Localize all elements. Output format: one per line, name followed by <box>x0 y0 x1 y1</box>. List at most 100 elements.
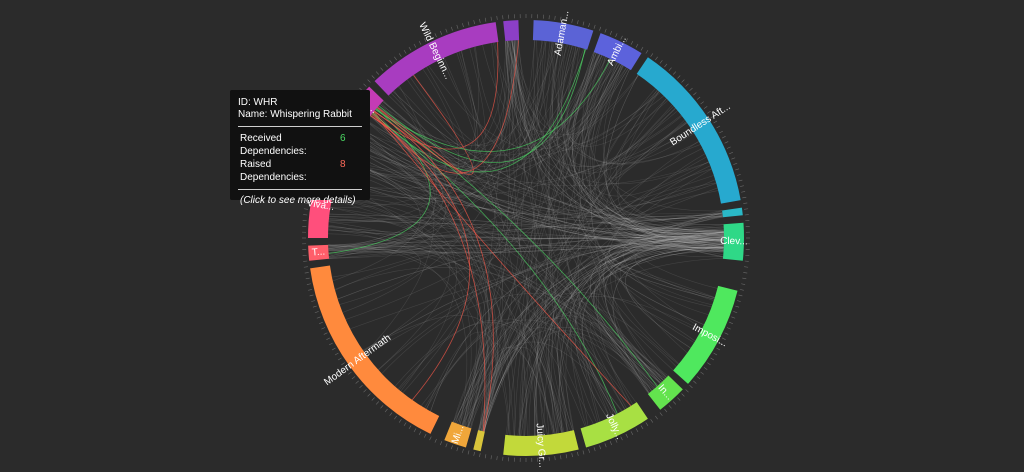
dependency-chord[interactable] <box>331 198 723 237</box>
dependency-chord[interactable] <box>328 248 667 378</box>
dependency-chord[interactable] <box>482 346 556 434</box>
dependency-chord[interactable] <box>548 232 724 433</box>
dependency-chord[interactable] <box>557 240 724 431</box>
dependency-chord[interactable] <box>520 330 657 436</box>
dependency-chord[interactable] <box>328 233 622 412</box>
group-arc[interactable] <box>503 20 520 42</box>
dependency-chord[interactable] <box>571 51 724 249</box>
dependency-chord[interactable] <box>602 241 724 365</box>
dependency-chord[interactable] <box>328 85 437 251</box>
dependency-chord[interactable] <box>526 236 725 437</box>
dependency-chord[interactable] <box>377 106 724 229</box>
dependency-chord[interactable] <box>336 180 510 436</box>
dependency-chord[interactable] <box>343 159 725 237</box>
dependency-chord[interactable] <box>617 91 723 226</box>
dependency-chord[interactable] <box>382 101 610 418</box>
dependency-chord[interactable] <box>328 229 724 239</box>
dependency-chord[interactable] <box>598 165 711 377</box>
dependency-chord[interactable] <box>461 210 723 426</box>
dependency-chord[interactable] <box>349 215 723 330</box>
dependency-chord[interactable] <box>469 230 724 429</box>
dependency-chord[interactable] <box>359 91 660 162</box>
dependency-chord[interactable] <box>507 40 639 135</box>
group-arc[interactable] <box>647 375 683 410</box>
dependency-chord[interactable] <box>328 232 724 246</box>
group-arc[interactable] <box>473 430 485 452</box>
dependency-chord[interactable] <box>574 58 676 173</box>
dependency-chord[interactable] <box>425 318 559 434</box>
dependency-chord[interactable] <box>366 48 585 174</box>
dependency-chord[interactable] <box>328 224 655 390</box>
dependency-chord[interactable] <box>335 74 639 189</box>
dependency-chord[interactable] <box>453 148 703 423</box>
dependency-chord[interactable] <box>615 90 724 225</box>
dependency-chord[interactable] <box>343 65 623 176</box>
dependency-chord[interactable] <box>397 320 563 433</box>
dependency-chord[interactable] <box>468 347 556 434</box>
dependency-chord[interactable] <box>328 236 725 254</box>
dependency-chord[interactable] <box>584 67 725 237</box>
dependency-chord[interactable] <box>453 41 551 423</box>
dependency-chord[interactable] <box>566 52 723 218</box>
dependency-chord[interactable] <box>328 115 436 249</box>
dependency-chord[interactable] <box>468 243 724 428</box>
dependency-chord[interactable] <box>334 237 724 291</box>
dependency-chord[interactable] <box>355 137 490 427</box>
dependency-chord[interactable] <box>517 40 724 231</box>
dependency-chord[interactable] <box>463 67 627 426</box>
dependency-chord[interactable] <box>548 42 569 432</box>
dependency-chord[interactable] <box>518 40 619 133</box>
dependency-chord[interactable] <box>588 64 718 289</box>
dependency-chord[interactable] <box>424 319 632 409</box>
dependency-chord[interactable] <box>510 40 724 245</box>
dependency-chord[interactable] <box>478 327 617 431</box>
dependency-chord[interactable] <box>455 233 724 424</box>
group-arc[interactable] <box>308 244 330 261</box>
dependency-chord[interactable] <box>378 242 724 371</box>
dependency-chord[interactable] <box>536 55 604 436</box>
dependency-chord[interactable] <box>483 231 724 432</box>
dependency-chord[interactable] <box>430 245 724 412</box>
dependency-chord[interactable] <box>328 215 723 247</box>
dependency-chord[interactable] <box>413 40 542 155</box>
dependency-chord[interactable] <box>610 215 724 233</box>
dependency-chord[interactable] <box>590 244 724 391</box>
dependency-chord[interactable] <box>354 139 724 246</box>
dependency-chord[interactable] <box>557 238 725 434</box>
dependency-chord[interactable] <box>345 104 673 320</box>
dependency-chord[interactable] <box>589 322 667 403</box>
dependency-chord[interactable] <box>511 40 580 149</box>
dependency-chord[interactable] <box>332 54 602 206</box>
dependency-chord[interactable] <box>549 44 665 150</box>
dependency-chord[interactable] <box>343 40 515 180</box>
dependency-chord[interactable] <box>611 227 725 250</box>
group-arc[interactable] <box>593 33 642 71</box>
dependency-chord[interactable] <box>461 122 687 426</box>
dependency-chord[interactable] <box>362 314 497 431</box>
dependency-chord[interactable] <box>329 216 451 370</box>
dependency-chord[interactable] <box>328 42 561 221</box>
dependency-chord[interactable] <box>634 236 725 301</box>
dependency-chord[interactable] <box>581 63 725 239</box>
dependency-chord[interactable] <box>604 238 725 383</box>
dependency-chord[interactable] <box>551 41 695 165</box>
dependency-chord[interactable] <box>330 207 665 381</box>
dependency-chord[interactable] <box>536 318 657 435</box>
dependency-chord[interactable] <box>494 42 627 409</box>
dependency-chord[interactable] <box>593 239 725 380</box>
dependency-chord[interactable] <box>442 58 725 242</box>
dependency-chord[interactable] <box>533 40 688 174</box>
dependency-chord[interactable] <box>373 40 519 174</box>
dependency-chord[interactable] <box>473 46 612 149</box>
dependency-chord[interactable] <box>598 233 724 386</box>
dependency-chord[interactable] <box>328 110 678 258</box>
dependency-chord[interactable] <box>514 59 613 436</box>
dependency-chord[interactable] <box>467 40 508 428</box>
dependency-chord[interactable] <box>479 107 676 431</box>
dependency-chord[interactable] <box>482 44 709 185</box>
dependency-chord[interactable] <box>336 179 724 232</box>
dependency-chord[interactable] <box>328 226 724 239</box>
dependency-chord[interactable] <box>605 74 724 242</box>
dependency-chord[interactable] <box>357 134 724 248</box>
